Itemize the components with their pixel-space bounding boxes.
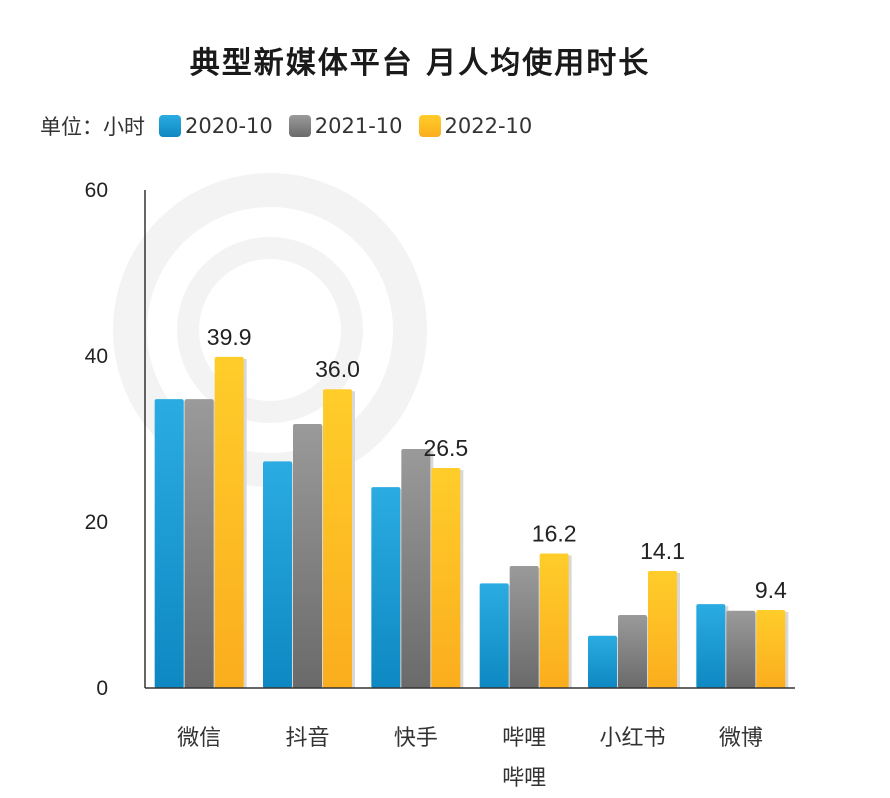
legend-swatch-2022 xyxy=(418,115,441,137)
bar-2020-10 xyxy=(263,461,292,688)
y-tick-label: 0 xyxy=(96,677,108,700)
bar-2021-10 xyxy=(184,399,214,688)
legend-item-2022: 2022-10 xyxy=(418,114,533,138)
bar-2021-10 xyxy=(509,565,539,688)
x-category-label: 微博 xyxy=(719,726,763,751)
legend-swatch-2021 xyxy=(288,115,311,137)
legend-label-2020: 2020-10 xyxy=(185,114,273,138)
legend-item-2021: 2021-10 xyxy=(288,114,403,138)
data-label: 9.4 xyxy=(755,577,787,603)
bar-2022-10 xyxy=(756,609,786,688)
legend-swatch-2020 xyxy=(159,115,181,137)
bar-2022-10 xyxy=(431,468,461,688)
data-label: 14.1 xyxy=(640,538,685,564)
bar-2020-10 xyxy=(371,487,401,688)
bar-2021-10 xyxy=(293,424,322,688)
legend-item-2020: 2020-10 xyxy=(159,114,273,138)
bar-2022-10 xyxy=(214,356,244,688)
chart-title: 典型新媒体平台 月人均使用时长 xyxy=(189,46,651,81)
data-label: 26.5 xyxy=(423,435,468,461)
bar-2020-10 xyxy=(696,604,726,688)
data-label: 36.0 xyxy=(315,356,360,382)
y-tick-label: 60 xyxy=(85,179,108,202)
bar-2021-10 xyxy=(401,448,431,688)
bar-2022-10 xyxy=(539,553,569,688)
bar-2022-10 xyxy=(323,389,352,688)
y-tick-label: 40 xyxy=(85,345,108,368)
unit-label: 单位：小时 xyxy=(40,115,145,139)
data-label: 39.9 xyxy=(207,324,252,350)
data-label: 16.2 xyxy=(532,521,577,547)
bar-2021-10 xyxy=(618,614,647,688)
bar-2020-10 xyxy=(588,635,617,688)
x-category-label: 小红书 xyxy=(599,726,665,751)
bar-2021-10 xyxy=(726,610,756,688)
x-category-label: 哔哩 xyxy=(502,766,546,791)
bar-2022-10 xyxy=(648,570,677,688)
legend: 单位：小时 2020-10 2021-10 2022-10 xyxy=(40,110,548,142)
legend-label-2021: 2021-10 xyxy=(314,114,403,138)
y-tick-label: 20 xyxy=(85,511,108,534)
x-category-label: 抖音 xyxy=(285,726,329,751)
x-category-label: 微信 xyxy=(177,726,221,751)
legend-label-2022: 2022-10 xyxy=(444,114,533,138)
x-category-label: 哔哩 xyxy=(502,726,546,751)
x-category-label: 快手 xyxy=(394,726,438,751)
bar-2020-10 xyxy=(154,399,184,688)
bar-2020-10 xyxy=(479,583,509,688)
